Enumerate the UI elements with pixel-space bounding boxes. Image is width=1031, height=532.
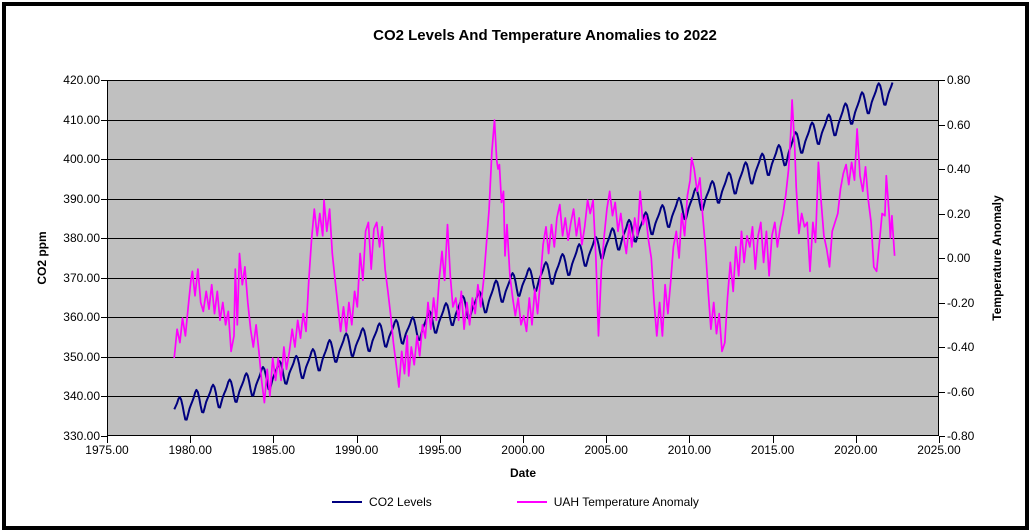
co2-series-line — [173, 82, 894, 421]
x-tick-label: 1995.00 — [418, 443, 462, 457]
legend-label: CO2 Levels — [369, 495, 432, 509]
y-left-tick-label: 350.00 — [63, 349, 100, 364]
y-right-tick-label: 0.40 — [947, 162, 971, 176]
x-tick-label: 1990.00 — [334, 443, 379, 457]
legend-item-co2: CO2 Levels — [332, 495, 432, 509]
y-left-tick-label: 330.00 — [63, 429, 100, 443]
uah-series-line — [173, 99, 896, 404]
y-right-tick-label: -0.40 — [947, 340, 975, 354]
x-axis-title-date: Date — [509, 466, 536, 480]
plot-border — [107, 80, 939, 436]
x-tick-label: 2015.00 — [750, 443, 795, 457]
y-right-tick-label: -0.80 — [947, 429, 975, 443]
y-left-tick-label: 400.00 — [63, 152, 100, 167]
y-left-tick-label: 360.00 — [63, 310, 100, 325]
y-right-tick-label: 0.60 — [947, 117, 971, 132]
y-right-tick-label: -0.60 — [947, 384, 975, 399]
legend-line-sample — [332, 501, 363, 503]
y-right-tick-label: 0.80 — [947, 73, 971, 87]
x-tick-label: 2010.00 — [667, 443, 712, 457]
y-right-tick-label: 0.20 — [947, 206, 971, 221]
x-tick-label: 2000.00 — [501, 443, 545, 457]
plot-canvas — [101, 80, 945, 443]
legend-item-uah: UAH Temperature Anomaly — [516, 495, 699, 509]
y-left-tick-label: 410.00 — [63, 112, 100, 127]
legend-line-sample — [516, 501, 547, 503]
x-tick-label: 1975.00 — [85, 443, 129, 457]
x-tick-label: 2020.00 — [834, 443, 878, 457]
x-tick-label: 1985.00 — [251, 443, 296, 457]
plot-area — [101, 80, 945, 443]
legend: CO2 Levels UAH Temperature Anomaly — [6, 495, 1025, 509]
x-tick-label: 2025.00 — [917, 443, 961, 457]
y-axis-title-temperature: Temperature Anomaly — [990, 195, 1004, 321]
legend-label: UAH Temperature Anomaly — [553, 495, 699, 509]
chart-title: CO2 Levels And Temperature Anomalies to … — [373, 27, 717, 44]
y-left-tick-label: 380.00 — [63, 231, 100, 246]
x-tick-label: 2005.00 — [584, 443, 628, 457]
y-left-tick-label: 420.00 — [63, 73, 100, 87]
y-left-tick-label: 340.00 — [63, 389, 100, 404]
y-left-tick-label: 390.00 — [63, 191, 100, 206]
y-right-tick-label: -0.20 — [947, 295, 975, 310]
x-tick-label: 1980.00 — [168, 443, 212, 457]
y-axis-title-co2: CO2 ppm — [35, 231, 49, 285]
y-right-tick-label: 0.00 — [947, 251, 971, 265]
y-left-tick-label: 370.00 — [63, 270, 100, 285]
